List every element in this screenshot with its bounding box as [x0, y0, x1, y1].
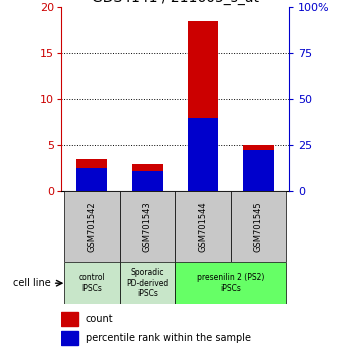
Bar — [61, 312, 78, 326]
Bar — [120, 262, 175, 304]
Text: GSM701544: GSM701544 — [198, 201, 207, 252]
Text: GSM701542: GSM701542 — [87, 201, 96, 252]
Bar — [188, 21, 218, 191]
Bar — [64, 262, 120, 304]
Bar — [243, 145, 274, 191]
Bar — [76, 159, 107, 191]
Bar — [61, 331, 78, 345]
Bar — [243, 150, 274, 191]
Text: presenilin 2 (PS2)
iPSCs: presenilin 2 (PS2) iPSCs — [197, 274, 264, 293]
Bar — [64, 191, 120, 262]
Text: control
IPSCs: control IPSCs — [79, 274, 105, 293]
Bar — [132, 164, 163, 191]
Bar — [175, 262, 286, 304]
Text: GSM701543: GSM701543 — [143, 201, 152, 252]
Bar — [188, 118, 218, 191]
Bar — [132, 171, 163, 191]
Text: count: count — [86, 314, 113, 324]
Bar — [175, 191, 231, 262]
Title: GDS4141 / 211605_s_at: GDS4141 / 211605_s_at — [91, 0, 259, 5]
Text: percentile rank within the sample: percentile rank within the sample — [86, 333, 251, 343]
Bar — [120, 191, 175, 262]
Text: cell line: cell line — [13, 278, 51, 288]
Bar — [231, 191, 286, 262]
Bar — [76, 168, 107, 191]
Text: GSM701545: GSM701545 — [254, 201, 263, 252]
Text: Sporadic
PD-derived
iPSCs: Sporadic PD-derived iPSCs — [126, 268, 168, 298]
